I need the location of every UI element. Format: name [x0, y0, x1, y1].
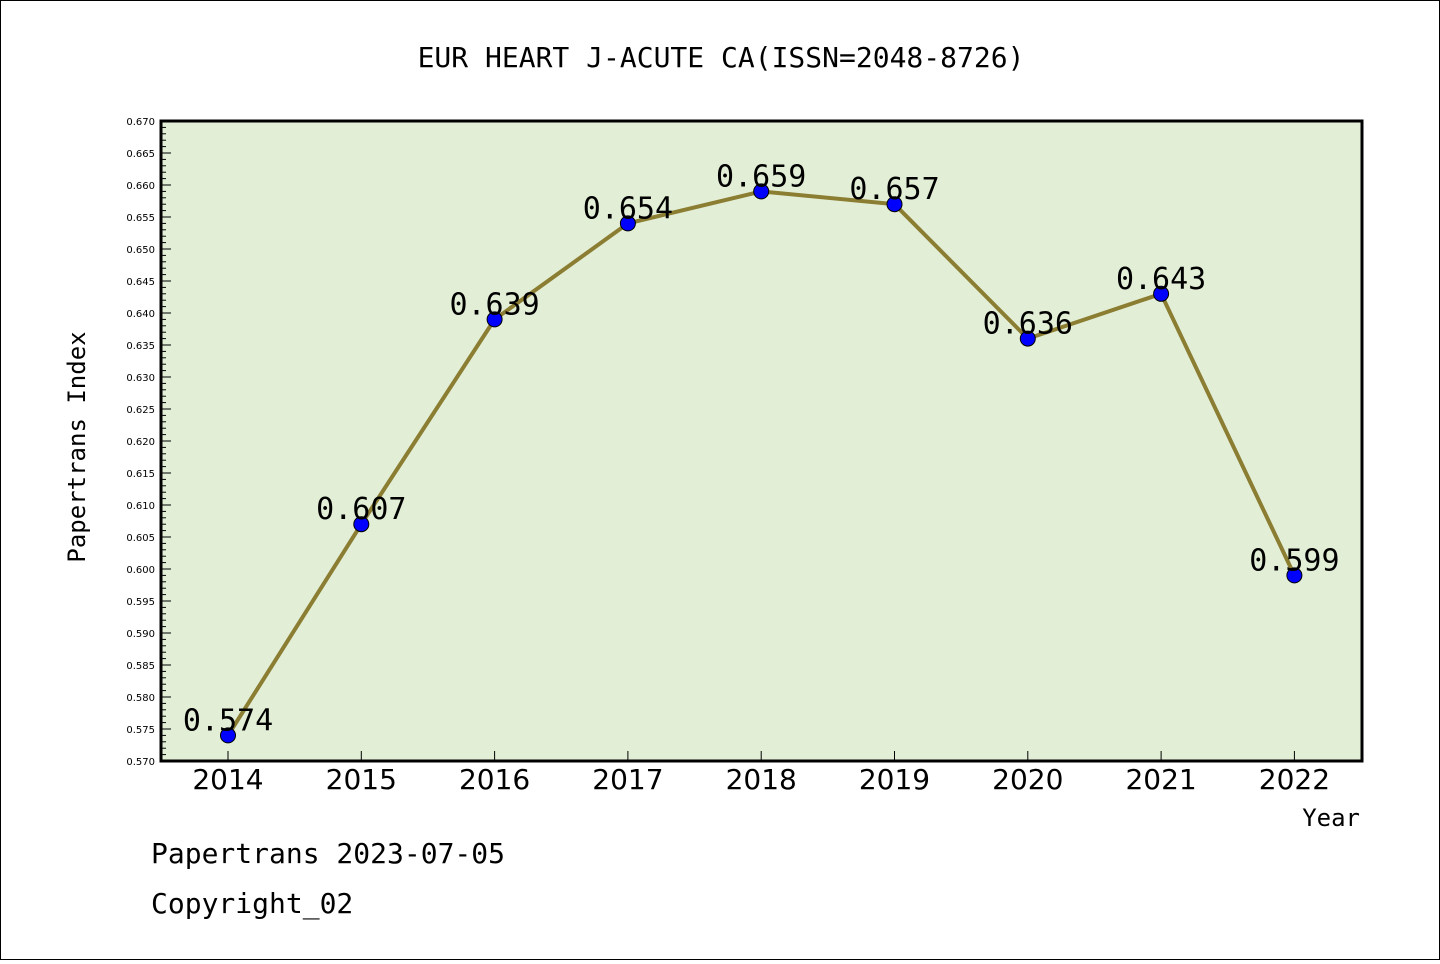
- y-tick-label: 0.615: [126, 469, 155, 480]
- x-tick-label: 2019: [859, 763, 930, 796]
- y-tick-label: 0.585: [126, 661, 155, 672]
- data-label: 0.574: [183, 703, 273, 738]
- data-point: [1286, 567, 1303, 584]
- data-point: [1153, 285, 1170, 302]
- data-point: [753, 183, 770, 200]
- y-tick-label: 0.670: [126, 117, 155, 128]
- data-point: [486, 311, 503, 328]
- y-tick-label: 0.650: [126, 245, 155, 256]
- data-label: 0.657: [849, 172, 939, 207]
- y-tick-label: 0.570: [126, 757, 155, 768]
- x-tick-label: 2015: [326, 763, 397, 796]
- y-tick-label: 0.590: [126, 629, 155, 640]
- data-label: 0.607: [316, 492, 406, 527]
- y-tick-label: 0.665: [126, 149, 155, 160]
- y-tick-label: 0.595: [126, 597, 155, 608]
- data-point: [1019, 330, 1036, 347]
- y-tick-label: 0.580: [126, 693, 155, 704]
- footer-copyright: Copyright_02: [151, 887, 353, 921]
- x-tick-label: 2020: [992, 763, 1063, 796]
- plot-area: [159, 119, 1364, 763]
- x-tick-label: 2021: [1125, 763, 1196, 796]
- y-tick-label: 0.610: [126, 501, 155, 512]
- x-tick-label: 2022: [1259, 763, 1330, 796]
- y-tick-label: 0.655: [126, 213, 155, 224]
- data-point: [886, 196, 903, 213]
- y-tick-label: 0.575: [126, 725, 155, 736]
- y-tick-label: 0.630: [126, 373, 155, 384]
- data-label: 0.654: [583, 191, 673, 226]
- y-tick-label: 0.660: [126, 181, 155, 192]
- footer-date: Papertrans 2023-07-05: [151, 837, 505, 870]
- x-tick-label: 2018: [726, 763, 797, 796]
- data-label: 0.599: [1249, 543, 1339, 578]
- y-tick-label: 0.605: [126, 533, 155, 544]
- y-tick-label: 0.600: [126, 565, 155, 576]
- data-point: [619, 215, 636, 232]
- y-tick-label: 0.620: [126, 437, 155, 448]
- data-label: 0.659: [716, 159, 806, 194]
- x-axis-ticks: 2014 2015 2016 2017 2018 2019 2020 2021 2022: [192, 751, 1330, 796]
- y-tick-label: 0.645: [126, 277, 155, 288]
- y-axis-label: Papertrans Index: [63, 331, 91, 562]
- y-tick-label: 0.635: [126, 341, 155, 352]
- chart-title: EUR HEART J-ACUTE CA(ISSN=2048-8726): [418, 41, 1025, 74]
- series-group: 0.574 0.607 0.639 0.654 0.659 0.657 0.636 0.643…: [183, 159, 1340, 744]
- y-axis-ticks: 0.570 0.575 0.580 0.585 0.590 0.595 0.600 0.605…: [126, 117, 171, 768]
- data-label: 0.636: [983, 307, 1073, 342]
- data-point: [220, 727, 236, 744]
- data-point: [353, 516, 370, 533]
- y-tick-label: 0.625: [126, 405, 155, 416]
- x-tick-label: 2014: [192, 763, 263, 796]
- x-axis-label: Year: [1302, 804, 1360, 832]
- x-tick-label: 2016: [459, 763, 530, 796]
- data-label: 0.639: [449, 287, 539, 322]
- data-label: 0.643: [1116, 262, 1206, 297]
- x-tick-label: 2017: [592, 763, 663, 796]
- y-tick-label: 0.640: [126, 309, 155, 320]
